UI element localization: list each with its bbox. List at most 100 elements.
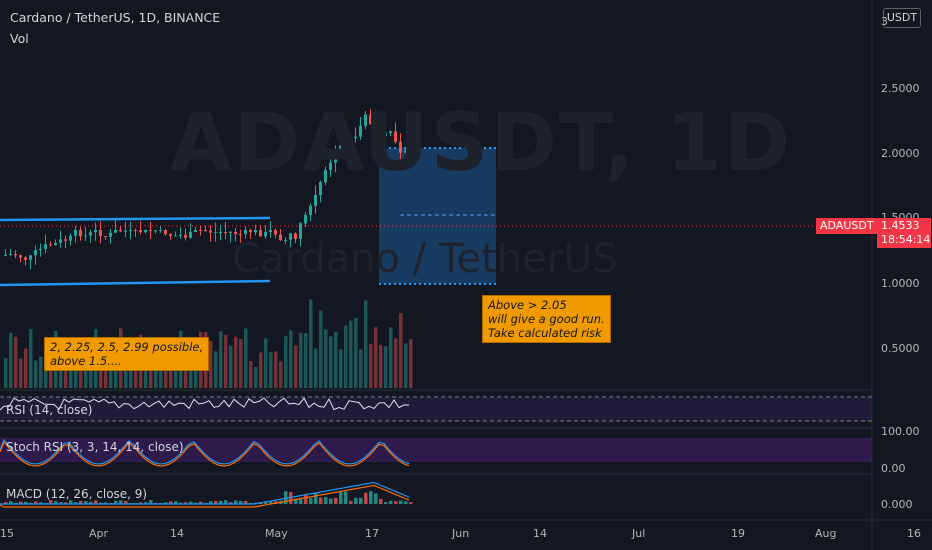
candle-body (29, 255, 32, 260)
rsi-line (0, 397, 410, 411)
volume-bar (339, 349, 343, 388)
macd-histogram (244, 500, 248, 504)
macd-histogram (214, 500, 218, 504)
candle-body (189, 231, 192, 238)
left-annotation[interactable]: 2, 2.25, 2.5, 2.99 possible, above 1.5..… (44, 337, 210, 371)
macd-histogram (184, 502, 188, 504)
candle-body (359, 125, 362, 137)
macd-histogram (224, 500, 228, 504)
volume-bar (329, 336, 333, 388)
stoch-k-line (0, 438, 410, 465)
macd-histogram (199, 501, 203, 504)
volume-bar (219, 331, 223, 388)
macd-histogram (264, 501, 268, 504)
macd-histogram (49, 500, 53, 504)
candle-body (134, 230, 137, 231)
volume-bar (159, 356, 163, 388)
candle-body (219, 232, 222, 234)
candle-body (74, 230, 77, 236)
time-tick: 17 (365, 527, 379, 540)
candle-body (119, 230, 122, 232)
macd-label[interactable]: MACD (12, 26, close, 9) (6, 487, 148, 501)
macd-histogram (209, 501, 213, 504)
macd-histogram (189, 501, 193, 504)
candle-body (334, 152, 337, 163)
candle-body (109, 232, 112, 237)
right-annotation[interactable]: Above > 2.05 will give a good run. Take … (482, 295, 611, 343)
price-tick: 1.0000 (881, 277, 920, 290)
macd-histogram (339, 491, 343, 504)
macd-histogram (409, 502, 413, 504)
macd-histogram (69, 500, 73, 504)
volume-bar (9, 332, 13, 388)
macd-tick: 0.000 (881, 498, 913, 511)
macd-histogram (239, 501, 243, 504)
candle-body (209, 230, 212, 233)
candle-body (104, 235, 107, 237)
candle-body (309, 205, 312, 215)
volume-bar (89, 362, 93, 388)
macd-histogram (389, 500, 393, 504)
price-tick: 2.5000 (881, 82, 920, 95)
volume-bar (59, 358, 63, 388)
macd-histogram (354, 497, 358, 504)
volume-bar (24, 348, 28, 388)
macd-histogram (304, 494, 308, 504)
volume-bar (389, 327, 393, 388)
macd-histogram (139, 502, 143, 504)
macd-histogram (284, 491, 288, 504)
rsi-label[interactable]: RSI (14, close) (6, 403, 93, 417)
candle-body (404, 149, 407, 153)
volume-bar (404, 343, 408, 388)
volume-bar (304, 333, 308, 388)
volume-bar (39, 356, 43, 388)
candle-body (269, 230, 272, 233)
macd-histogram (169, 501, 173, 504)
volume-bar (14, 336, 18, 388)
candle-body (409, 149, 412, 153)
candle-body (224, 232, 227, 234)
last-price: 1.4533 (881, 219, 920, 232)
channel-bottom-line (0, 279, 271, 287)
candle-body (99, 230, 102, 236)
volume-bar (129, 357, 133, 388)
currency-button[interactable]: USDT (883, 8, 921, 28)
candle-body (204, 230, 207, 231)
time-tick: Jun (452, 527, 470, 540)
candle-body (19, 255, 22, 258)
time-tick: 14 (170, 527, 184, 540)
candle-body (254, 230, 257, 233)
candle-body (159, 230, 162, 231)
candle-body (244, 230, 247, 235)
candle-body (354, 136, 357, 139)
volume-bar (239, 339, 243, 388)
volume-bar (309, 299, 313, 388)
volume-bar (374, 327, 378, 388)
macd-histogram (64, 502, 68, 504)
macd-histogram (34, 501, 38, 504)
volume-bar (324, 329, 328, 388)
candle-body (294, 233, 297, 239)
macd-histogram (344, 491, 348, 504)
candle-body (124, 230, 127, 232)
candle-body (94, 230, 97, 233)
candle-body (144, 230, 147, 233)
macd-histogram (404, 501, 408, 504)
volume-bar (279, 361, 283, 388)
candle-body (169, 234, 172, 236)
time-tick: May (265, 527, 288, 540)
volume-bar (254, 367, 258, 388)
volume-bar (354, 318, 358, 388)
candle-body (44, 244, 47, 249)
candle-body (199, 230, 202, 231)
candle-body (279, 234, 282, 241)
stoch-rsi-label[interactable]: Stoch RSI (3, 3, 14, 14, close) (6, 440, 184, 454)
volume-bar (344, 325, 348, 388)
time-tick: Aug (815, 527, 837, 540)
macd-histogram (269, 500, 273, 504)
macd-histogram (119, 500, 123, 504)
candle-body (89, 232, 92, 236)
volume-bar (214, 351, 218, 388)
volume-bar (349, 320, 353, 388)
